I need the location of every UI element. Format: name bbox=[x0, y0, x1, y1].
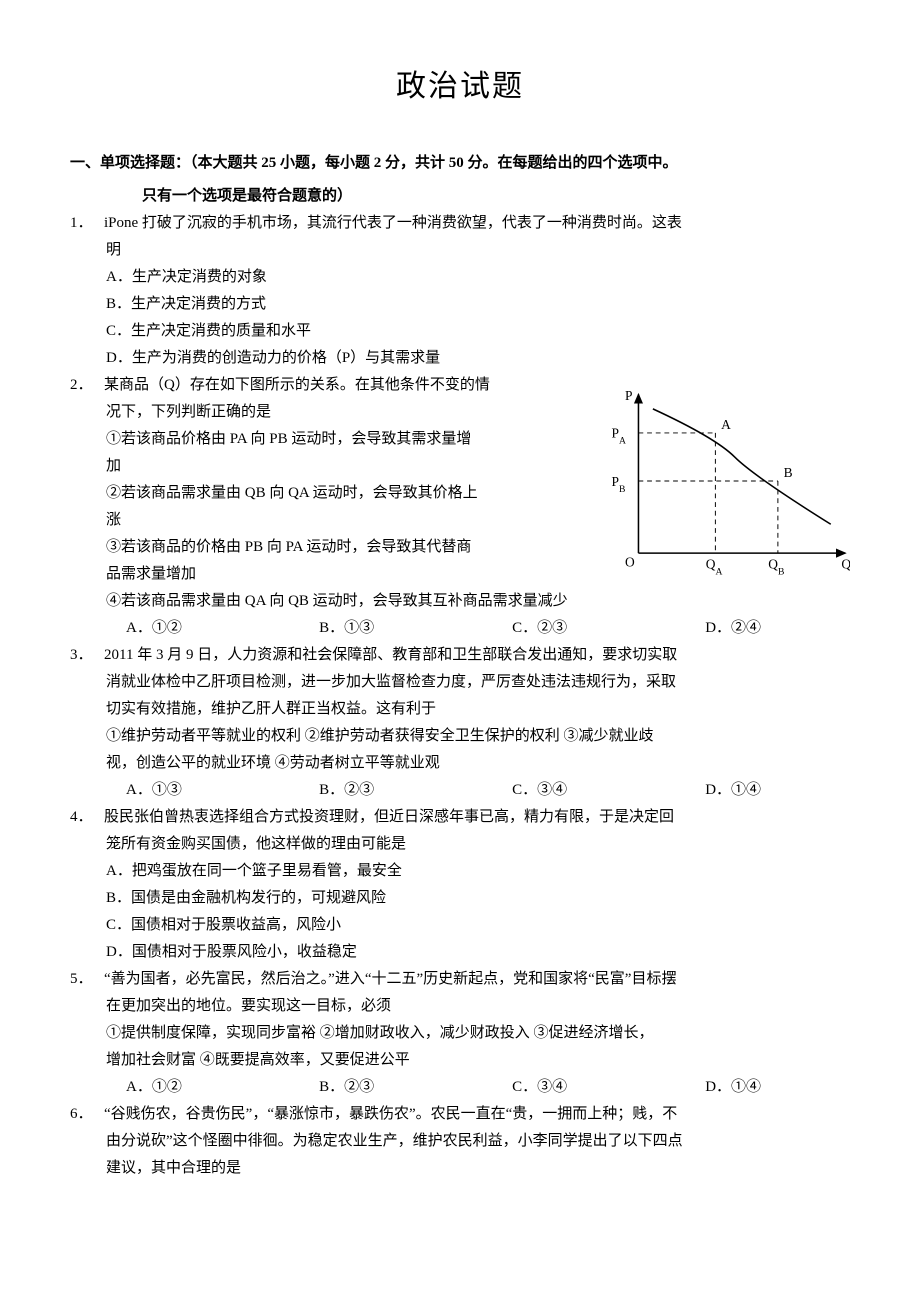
q5-l1: “善为国者，必先富民，然后治之。”进入“十二五”历史新起点，党和国家将“民富”目… bbox=[104, 971, 676, 987]
section-header: 一、单项选择题：（本大题共 25 小题，每小题 2 分，共计 50 分。在每题给… bbox=[106, 150, 850, 177]
q1-stem-l1: iPone 打破了沉寂的手机市场，其流行代表了一种消费欲望，代表了一种消费时尚。… bbox=[104, 215, 682, 231]
q5-opt-c: C．③④ bbox=[512, 1074, 705, 1101]
q5-l2: 在更加突出的地位。要实现这一目标，必须 bbox=[70, 993, 850, 1020]
svg-text:QB: QB bbox=[768, 557, 784, 578]
q3-opt-a: A．①③ bbox=[126, 777, 319, 804]
q2-l3: ①若该商品价格由 PA 向 PB 运动时，会导致其需求量增 bbox=[70, 426, 592, 453]
q4-opt-b: B．国债是由金融机构发行的，可规避风险 bbox=[70, 885, 850, 912]
svg-text:B: B bbox=[784, 465, 793, 480]
svg-text:P: P bbox=[625, 388, 632, 403]
q2-opt-c: C．②③ bbox=[512, 615, 705, 642]
q1-num: 1． bbox=[70, 210, 104, 237]
q6-l1: “谷贱伤农，谷贵伤民”，“暴涨惊市，暴跌伤农”。农民一直在“贵，一拥而上种；贱，… bbox=[104, 1106, 677, 1122]
q3-opt-d: D．①④ bbox=[705, 777, 850, 804]
q5-num: 5． bbox=[70, 966, 104, 993]
q3-num: 3． bbox=[70, 642, 104, 669]
svg-text:PA: PA bbox=[612, 426, 626, 447]
page-title: 政治试题 bbox=[70, 60, 850, 114]
q5-opt-b: B．②③ bbox=[319, 1074, 512, 1101]
question-6: 6．“谷贱伤农，谷贵伤民”，“暴涨惊市，暴跌伤农”。农民一直在“贵，一拥而上种；… bbox=[70, 1101, 850, 1128]
question-1: 1．iPone 打破了沉寂的手机市场，其流行代表了一种消费欲望，代表了一种消费时… bbox=[70, 210, 850, 237]
section-num: 一、 bbox=[70, 155, 100, 171]
q3-opt-c: C．③④ bbox=[512, 777, 705, 804]
q3-opt-b: B．②③ bbox=[319, 777, 512, 804]
q6-l2: 由分说砍”这个怪圈中徘徊。为稳定农业生产，维护农民利益，小李同学提出了以下四点 bbox=[70, 1128, 850, 1155]
q6-num: 6． bbox=[70, 1101, 104, 1128]
q4-num: 4． bbox=[70, 804, 104, 831]
q3-l3: 切实有效措施，维护乙肝人群正当权益。这有利于 bbox=[70, 696, 850, 723]
q1-opt-d: D．生产为消费的创造动力的价格（P）与其需求量 bbox=[70, 345, 850, 372]
q1-stem-l2: 明 bbox=[70, 237, 850, 264]
question-4: 4．股民张伯曾热衷选择组合方式投资理财，但近日深感年事已高，精力有限，于是决定回 bbox=[70, 804, 850, 831]
q6-l3: 建议，其中合理的是 bbox=[70, 1155, 850, 1182]
q2-num: 2． bbox=[70, 372, 104, 399]
q5-l3: ①提供制度保障，实现同步富裕 ②增加财政收入，减少财政投入 ③促进经济增长， bbox=[70, 1020, 850, 1047]
q2-l1: 某商品（Q）存在如下图所示的关系。在其他条件不变的情 bbox=[104, 377, 490, 393]
q4-opt-c: C．国债相对于股票收益高，风险小 bbox=[70, 912, 850, 939]
question-5: 5．“善为国者，必先富民，然后治之。”进入“十二五”历史新起点，党和国家将“民富… bbox=[70, 966, 850, 993]
q2-l2: 况下，下列判断正确的是 bbox=[70, 399, 592, 426]
q5-l4: 增加社会财富 ④既要提高效率，又要促进公平 bbox=[70, 1047, 850, 1074]
q2-l9: ④若该商品需求量由 QA 向 QB 运动时，会导致其互补商品需求量减少 bbox=[70, 588, 850, 615]
q4-l1: 股民张伯曾热衷选择组合方式投资理财，但近日深感年事已高，精力有限，于是决定回 bbox=[104, 809, 674, 825]
question-2-row: 2．某商品（Q）存在如下图所示的关系。在其他条件不变的情 况下，下列判断正确的是… bbox=[70, 372, 850, 588]
svg-text:A: A bbox=[721, 417, 731, 432]
q1-opt-a: A．生产决定消费的对象 bbox=[70, 264, 850, 291]
q2-l7: ③若该商品的价格由 PB 向 PA 运动时，会导致其代替商 bbox=[70, 534, 592, 561]
question-3: 3．2011 年 3 月 9 日，人力资源和社会保障部、教育部和卫生部联合发出通… bbox=[70, 642, 850, 669]
svg-text:Q: Q bbox=[841, 557, 850, 572]
q1-opt-b: B．生产决定消费的方式 bbox=[70, 291, 850, 318]
q5-opt-d: D．①④ bbox=[705, 1074, 850, 1101]
q2-l6: 涨 bbox=[70, 507, 592, 534]
q2-l8: 品需求量增加 bbox=[70, 561, 592, 588]
svg-text:QA: QA bbox=[706, 557, 723, 578]
q4-opt-a: A．把鸡蛋放在同一个篮子里易看管，最安全 bbox=[70, 858, 850, 885]
svg-text:PB: PB bbox=[612, 474, 626, 495]
q4-opt-d: D．国债相对于股票风险小，收益稳定 bbox=[70, 939, 850, 966]
q5-opt-a: A．①② bbox=[126, 1074, 319, 1101]
q2-opt-b: B．①③ bbox=[319, 615, 512, 642]
q3-l2: 消就业体检中乙肝项目检测，进一步加大监督检查力度，严厉查处违法违规行为，采取 bbox=[70, 669, 850, 696]
q2-opt-a: A．①② bbox=[126, 615, 319, 642]
q1-opt-c: C．生产决定消费的质量和水平 bbox=[70, 318, 850, 345]
demand-curve-chart: A B P Q O PA PB QA QB bbox=[600, 372, 850, 586]
question-2: 2．某商品（Q）存在如下图所示的关系。在其他条件不变的情 bbox=[70, 372, 592, 399]
q2-l5: ②若该商品需求量由 QB 向 QA 运动时，会导致其价格上 bbox=[70, 480, 592, 507]
svg-text:O: O bbox=[625, 555, 635, 570]
q4-l2: 笼所有资金购买国债，他这样做的理由可能是 bbox=[70, 831, 850, 858]
q2-choices: A．①② B．①③ C．②③ D．②④ bbox=[70, 615, 850, 642]
q3-choices: A．①③ B．②③ C．③④ D．①④ bbox=[70, 777, 850, 804]
q2-l4: 加 bbox=[70, 453, 592, 480]
q3-l1: 2011 年 3 月 9 日，人力资源和社会保障部、教育部和卫生部联合发出通知，… bbox=[104, 647, 677, 663]
q3-l4: ①维护劳动者平等就业的权利 ②维护劳动者获得安全卫生保护的权利 ③减少就业歧 bbox=[70, 723, 850, 750]
section-text-l2: 只有一个选项是最符合题意的） bbox=[70, 183, 850, 210]
q3-l5: 视，创造公平的就业环境 ④劳动者树立平等就业观 bbox=[70, 750, 850, 777]
q5-choices: A．①② B．②③ C．③④ D．①④ bbox=[70, 1074, 850, 1101]
section-text-l1: 单项选择题：（本大题共 25 小题，每小题 2 分，共计 50 分。在每题给出的… bbox=[100, 155, 678, 171]
q2-opt-d: D．②④ bbox=[705, 615, 850, 642]
